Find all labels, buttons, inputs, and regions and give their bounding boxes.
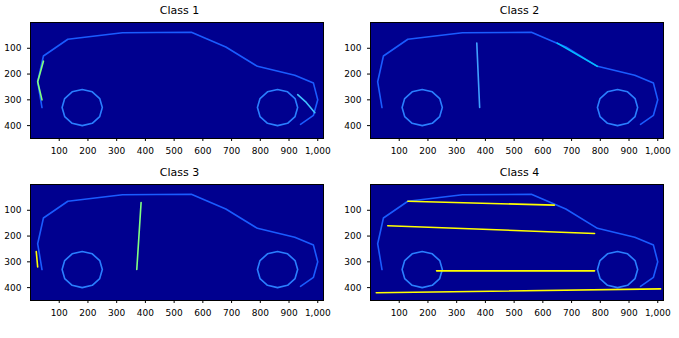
svg-text:300: 300	[448, 308, 465, 318]
svg-text:100: 100	[4, 205, 21, 215]
svg-text:200: 200	[4, 231, 21, 241]
svg-text:700: 700	[563, 146, 580, 156]
svg-text:800: 800	[592, 146, 609, 156]
html-text:Class 2: Class 2	[499, 4, 540, 17]
html-text:Class 4: Class 4	[499, 166, 540, 179]
svg-text:600: 600	[534, 308, 551, 318]
svg-text:100: 100	[344, 205, 361, 215]
svg-text:400: 400	[477, 146, 494, 156]
svg-text:400: 400	[477, 308, 494, 318]
svg-text:900: 900	[620, 308, 637, 318]
svg-text:800: 800	[252, 308, 269, 318]
svg-text:500: 500	[506, 308, 523, 318]
svg-text:500: 500	[506, 146, 523, 156]
svg-text:300: 300	[4, 257, 21, 267]
svg-text:200: 200	[79, 146, 96, 156]
svg-text:200: 200	[419, 146, 436, 156]
svg-text:100: 100	[391, 146, 408, 156]
svg-text:500: 500	[166, 146, 183, 156]
svg-text:500: 500	[166, 308, 183, 318]
svg-text:300: 300	[108, 308, 125, 318]
svg-text:200: 200	[344, 69, 361, 79]
svg-text:400: 400	[4, 120, 21, 130]
svg-text:800: 800	[592, 308, 609, 318]
svg-text:300: 300	[344, 257, 361, 267]
html-text:Class 1: Class 1	[159, 4, 200, 17]
svg-text:100: 100	[344, 43, 361, 53]
svg-text:100: 100	[51, 308, 68, 318]
svg-text:300: 300	[448, 146, 465, 156]
svg-text:1,000: 1,000	[645, 308, 671, 318]
svg-text:200: 200	[344, 231, 361, 241]
svg-text:300: 300	[4, 95, 21, 105]
svg-text:400: 400	[344, 282, 361, 292]
svg-text:700: 700	[563, 308, 580, 318]
svg-text:100: 100	[4, 43, 21, 53]
svg-text:900: 900	[620, 146, 637, 156]
svg-text:800: 800	[252, 146, 269, 156]
svg-text:1,000: 1,000	[305, 308, 331, 318]
svg-text:900: 900	[280, 146, 297, 156]
svg-text:400: 400	[137, 308, 154, 318]
html-text:Class 3: Class 3	[159, 166, 200, 179]
svg-text:700: 700	[223, 308, 240, 318]
svg-text:1,000: 1,000	[305, 146, 331, 156]
svg-text:200: 200	[79, 308, 96, 318]
svg-text:600: 600	[194, 308, 211, 318]
svg-text:200: 200	[419, 308, 436, 318]
svg-text:600: 600	[194, 146, 211, 156]
svg-text:900: 900	[280, 308, 297, 318]
svg-text:600: 600	[534, 146, 551, 156]
svg-text:400: 400	[4, 282, 21, 292]
svg-text:400: 400	[137, 146, 154, 156]
svg-text:100: 100	[51, 146, 68, 156]
svg-text:300: 300	[108, 146, 125, 156]
svg-text:300: 300	[344, 95, 361, 105]
svg-text:700: 700	[223, 146, 240, 156]
svg-text:400: 400	[344, 120, 361, 130]
svg-text:1,000: 1,000	[645, 146, 671, 156]
svg-text:200: 200	[4, 69, 21, 79]
svg-text:100: 100	[391, 308, 408, 318]
